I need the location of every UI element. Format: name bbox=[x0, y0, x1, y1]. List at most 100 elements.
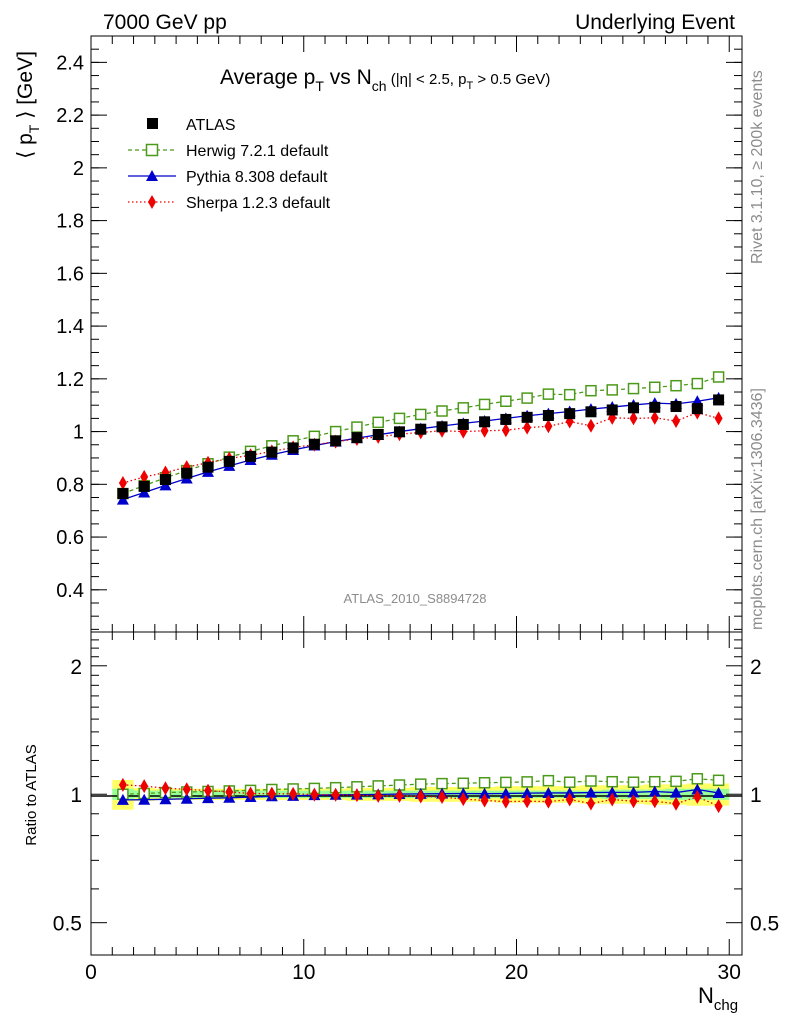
main-point-pythia bbox=[116, 493, 129, 505]
main-point-atlas bbox=[372, 428, 384, 440]
main-point-atlas bbox=[542, 409, 554, 421]
main-point-atlas bbox=[713, 394, 725, 406]
main-point-sherpa bbox=[523, 420, 532, 435]
ratio-point-herwig bbox=[542, 774, 555, 787]
ratio-point-sherpa bbox=[289, 786, 298, 801]
main-point-atlas bbox=[436, 421, 448, 433]
main-ytick-label: 1.8 bbox=[56, 211, 84, 233]
ratio-point-pythia bbox=[542, 786, 555, 798]
ratio-point-sherpa bbox=[544, 794, 553, 809]
header-right: Underlying Event bbox=[575, 11, 735, 34]
main-point-herwig bbox=[712, 371, 725, 383]
ratio-point-pythia bbox=[521, 787, 534, 799]
main-point-atlas bbox=[245, 450, 257, 462]
ratio-point-herwig bbox=[436, 777, 448, 790]
main-point-sherpa bbox=[714, 411, 723, 426]
main-panel: 0.4 0.6 0.8 1 1.2 1.4 1.6 1.8 2 2.2 2.4 bbox=[56, 35, 743, 633]
ratio-ytick-label: 0.5 bbox=[53, 913, 82, 936]
main-point-atlas bbox=[393, 426, 405, 438]
main-point-atlas bbox=[266, 446, 278, 458]
main-series bbox=[116, 371, 725, 505]
main-ytick-label: 2 bbox=[73, 158, 84, 180]
ratio-point-herwig bbox=[457, 777, 470, 790]
main-point-atlas bbox=[415, 423, 427, 435]
ratio-point-sherpa bbox=[416, 789, 425, 804]
ratio-point-sherpa bbox=[501, 794, 510, 809]
legend: ATLAS Herwig 7.2.1 default Pythia 8.308 … bbox=[128, 117, 331, 212]
main-point-atlas bbox=[457, 418, 469, 430]
main-point-atlas bbox=[649, 401, 661, 413]
main-point-herwig bbox=[393, 412, 406, 425]
x-axis-label: Nchg bbox=[698, 983, 738, 1014]
main-point-herwig bbox=[521, 392, 533, 404]
main-ytick-label: 1 bbox=[73, 422, 84, 444]
main-point-atlas bbox=[181, 467, 193, 479]
ratio-point-sherpa bbox=[565, 792, 574, 807]
ratio-point-sherpa bbox=[204, 783, 213, 798]
main-point-herwig bbox=[542, 388, 555, 400]
ratio-ytick-label-right: 0.5 bbox=[750, 913, 779, 936]
ratio-point-sherpa bbox=[438, 790, 447, 805]
mcplots-reference-text: mcplots.cern.ch [arXiv:1306.3436] bbox=[749, 388, 766, 630]
ratio-point-pythia bbox=[116, 793, 129, 805]
main-ytick-label: 0.4 bbox=[56, 580, 84, 602]
main-x-ticks bbox=[90, 36, 730, 632]
main-point-herwig bbox=[457, 402, 470, 414]
main-point-herwig bbox=[563, 388, 576, 401]
ratio-series bbox=[116, 773, 725, 814]
main-point-atlas bbox=[521, 411, 533, 423]
main-point-herwig bbox=[670, 379, 682, 392]
x-tick-label: 30 bbox=[718, 961, 741, 984]
main-point-sherpa bbox=[586, 418, 595, 433]
main-point-atlas bbox=[308, 438, 320, 450]
main-point-sherpa bbox=[544, 419, 553, 434]
main-ytick-label: 0.6 bbox=[56, 527, 84, 549]
ratio-point-herwig bbox=[691, 773, 704, 785]
ratio-point-sherpa bbox=[161, 781, 170, 796]
ratio-point-herwig bbox=[415, 778, 427, 790]
legend-label-pythia: Pythia 8.308 default bbox=[186, 169, 328, 186]
ratio-point-herwig bbox=[712, 774, 725, 787]
ratio-point-pythia bbox=[180, 792, 193, 804]
main-point-atlas bbox=[691, 403, 703, 415]
ratio-ylabel: Ratio to ATLAS bbox=[23, 744, 40, 845]
ratio-ytick-label: 2 bbox=[70, 656, 82, 679]
ratio-point-pythia bbox=[159, 793, 172, 805]
main-ylabel: ⟨ pT ⟩ [GeV] bbox=[14, 51, 42, 159]
main-point-atlas bbox=[670, 401, 682, 413]
ratio-point-sherpa bbox=[629, 794, 638, 809]
main-point-atlas bbox=[585, 406, 597, 418]
ratio-point-sherpa bbox=[225, 785, 234, 800]
legend-entry-herwig: Herwig 7.2.1 default bbox=[128, 143, 329, 160]
ratio-point-sherpa bbox=[118, 777, 127, 792]
ratio-point-sherpa bbox=[267, 786, 276, 801]
ratio-point-pythia bbox=[584, 786, 597, 798]
x-tick-label: 10 bbox=[292, 961, 315, 984]
main-point-sherpa bbox=[650, 410, 659, 425]
ratio-point-pythia bbox=[606, 786, 619, 798]
legend-entry-sherpa: Sherpa 1.2.3 default bbox=[128, 195, 331, 212]
ratio-point-herwig bbox=[500, 776, 512, 789]
ratio-point-sherpa bbox=[480, 793, 489, 808]
main-point-atlas bbox=[479, 416, 491, 428]
ratio-ytick-label-right: 1 bbox=[750, 784, 762, 807]
legend-marker-sherpa bbox=[148, 195, 156, 209]
main-point-herwig bbox=[649, 381, 661, 394]
main-point-sherpa bbox=[140, 469, 149, 484]
main-ytick-label: 2.4 bbox=[56, 52, 84, 74]
main-point-atlas bbox=[138, 480, 150, 492]
ratio-point-sherpa bbox=[310, 787, 319, 802]
ratio-y-ticks: 0.5 0.5 1 1 2 2 bbox=[53, 639, 779, 936]
ratio-point-herwig bbox=[585, 775, 597, 787]
ratio-line-herwig bbox=[122, 778, 719, 795]
ratio-point-herwig bbox=[521, 776, 533, 788]
main-point-atlas bbox=[202, 461, 214, 473]
main-point-herwig bbox=[478, 398, 491, 411]
main-point-atlas bbox=[287, 442, 299, 454]
ratio-point-sherpa bbox=[140, 779, 149, 794]
main-point-atlas bbox=[330, 435, 342, 447]
ratio-point-sherpa bbox=[714, 799, 723, 814]
ratio-ytick-label: 1 bbox=[70, 784, 82, 807]
main-point-herwig bbox=[372, 416, 384, 429]
